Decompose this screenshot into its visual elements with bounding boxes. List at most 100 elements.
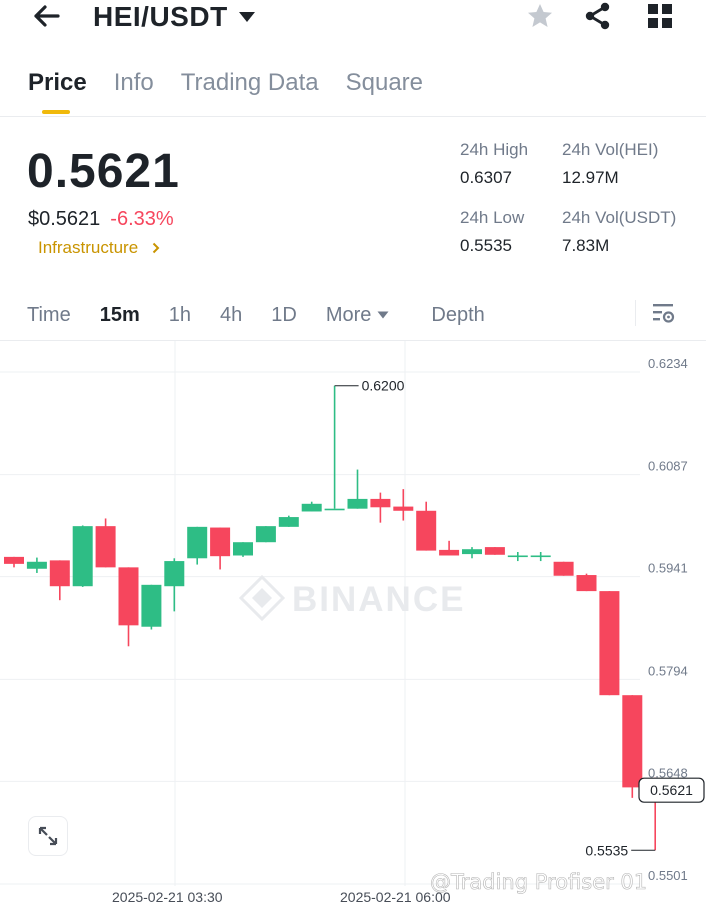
- interval-4h[interactable]: 4h: [219, 303, 243, 326]
- candle: [462, 547, 482, 559]
- binance-logo-icon: [238, 574, 286, 622]
- candle-body: [26, 561, 47, 569]
- stats-column-left: 24h High 0.6307 24h Low 0.5535: [460, 140, 528, 276]
- candle-body: [416, 510, 437, 551]
- candle: [49, 560, 70, 601]
- candlestick-chart[interactable]: 0.6234 0.6087 0.5941 0.5794 0.5648 0.5501 BIN…: [0, 341, 706, 886]
- chart-settings-button[interactable]: [648, 300, 678, 328]
- candle: [164, 558, 185, 612]
- x-tick-label: 2025-02-21 06:00: [340, 889, 451, 905]
- candle: [95, 518, 116, 568]
- candle-body: [95, 526, 116, 568]
- candle-body: [72, 526, 93, 587]
- low-label: 24h Low: [460, 208, 525, 227]
- share-button[interactable]: [582, 0, 614, 32]
- star-icon: [528, 4, 552, 27]
- current-price-box: [638, 777, 705, 803]
- depth-tab[interactable]: Depth: [431, 303, 485, 326]
- candle: [187, 526, 208, 565]
- candle-body: [576, 575, 597, 592]
- pair-selector[interactable]: HEI/USDT: [93, 0, 256, 34]
- chart-watermark: BINANCE: [292, 580, 465, 619]
- candle: [210, 527, 231, 570]
- candle: [4, 556, 24, 568]
- candle: [530, 551, 551, 562]
- high-label: 24h High: [460, 140, 529, 159]
- candle: [439, 540, 460, 556]
- interval-bar: Time 15m 1h 4h 1D More Depth: [27, 298, 514, 332]
- caret-down-icon: [377, 311, 389, 319]
- tab-square[interactable]: Square: [345, 69, 423, 96]
- tab-price[interactable]: Price: [28, 64, 87, 114]
- back-arrow-icon: [34, 5, 60, 27]
- y-tick-label: 0.5941: [648, 561, 688, 576]
- fullscreen-button[interactable]: [28, 816, 68, 856]
- low-marker-label: 0.5535: [585, 842, 628, 858]
- candle-body: [255, 526, 276, 543]
- high-value: 0.6307: [460, 168, 512, 187]
- category-link[interactable]: Infrastructure: [38, 238, 160, 258]
- interval-15m[interactable]: 15m: [99, 303, 140, 326]
- candle-body: [484, 547, 505, 555]
- candle: [118, 567, 139, 647]
- candle-body: [393, 506, 414, 511]
- fiat-price: $0.5621: [28, 208, 101, 230]
- top-bar: HEI/USDT: [0, 0, 706, 36]
- candle: [324, 385, 345, 511]
- candle: [599, 591, 620, 696]
- high-marker-label: 0.6200: [362, 378, 405, 394]
- interval-divider: [635, 300, 636, 326]
- candle-body: [4, 556, 24, 564]
- low-value: 0.5535: [460, 236, 512, 255]
- candle: [233, 542, 253, 557]
- candle-body: [553, 561, 574, 576]
- y-tick-label: 0.5501: [648, 868, 688, 883]
- candle: [393, 489, 414, 521]
- y-tick-label: 0.5794: [648, 663, 688, 678]
- x-tick-label: 2025-02-21 03:30: [112, 889, 223, 905]
- candle: [576, 573, 597, 592]
- y-tick-label: 0.5648: [648, 765, 688, 780]
- tabs-divider: [0, 116, 706, 117]
- candle-body: [530, 555, 551, 558]
- candle: [278, 515, 299, 527]
- candle-body: [141, 584, 162, 627]
- caret-down-icon: [238, 12, 255, 22]
- candle: [370, 492, 391, 523]
- chart-settings-icon: [653, 304, 675, 323]
- candle: [255, 526, 276, 543]
- candle: [507, 551, 528, 562]
- interval-1h[interactable]: 1h: [168, 303, 191, 326]
- candle-body: [507, 555, 528, 558]
- tab-trading-data[interactable]: Trading Data: [180, 69, 319, 96]
- tab-info[interactable]: Info: [113, 69, 154, 96]
- candle: [141, 584, 162, 630]
- change-percent: -6.33%: [110, 208, 174, 230]
- interval-time[interactable]: Time: [27, 303, 71, 326]
- last-price: 0.5621: [27, 145, 180, 198]
- pair-name: HEI/USDT: [93, 1, 228, 32]
- favorite-button[interactable]: [524, 0, 556, 32]
- candle: [622, 695, 643, 798]
- layout-grid-button[interactable]: [644, 0, 676, 32]
- share-icon: [585, 2, 610, 30]
- vol-base-label: 24h Vol(HEI): [562, 140, 659, 159]
- interval-more[interactable]: More: [326, 304, 390, 327]
- grid-icon: [648, 4, 672, 28]
- candle-body: [49, 560, 70, 587]
- candle-body: [599, 591, 620, 696]
- category-label: Infrastructure: [38, 238, 139, 257]
- candle-body: [278, 517, 299, 527]
- candle: [416, 501, 437, 551]
- candle-body: [187, 526, 208, 559]
- vol-base-value: 12.97M: [562, 168, 619, 187]
- back-button[interactable]: [28, 0, 64, 32]
- chevron-right-icon: [152, 242, 160, 254]
- page-tabs: Price Info Trading Data Square: [28, 64, 423, 114]
- candle-body: [370, 498, 391, 508]
- credit-watermark: @Trading Profiser 01: [430, 870, 648, 895]
- y-tick-label: 0.6087: [648, 459, 688, 474]
- candle-body: [439, 549, 460, 556]
- interval-1d[interactable]: 1D: [271, 303, 297, 326]
- candle: [484, 547, 505, 555]
